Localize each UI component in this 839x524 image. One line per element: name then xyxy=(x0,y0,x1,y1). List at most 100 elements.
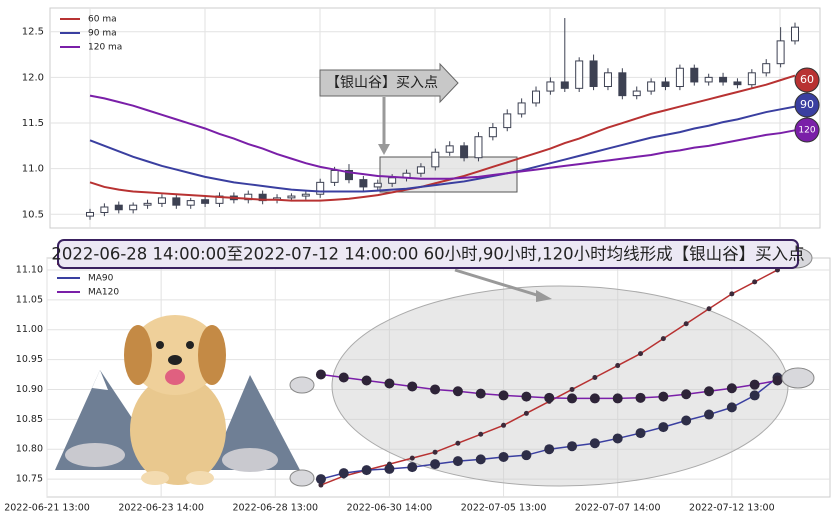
end-badge-label: 60 xyxy=(800,73,814,86)
y-tick-label: 10.90 xyxy=(16,384,43,395)
candle-body xyxy=(86,211,94,217)
banner: 2022-06-28 14:00:00至2022-07-12 14:00:00 … xyxy=(51,245,804,264)
end-badge xyxy=(794,92,820,118)
y-tick-label: 12.0 xyxy=(22,72,44,83)
y-tick-label: 10.75 xyxy=(16,474,43,485)
candle-body xyxy=(603,72,612,88)
x-tick-label: 2022-06-28 13:00 xyxy=(232,503,318,514)
ma-point xyxy=(430,384,441,395)
candle-body xyxy=(618,72,627,97)
ma-point xyxy=(704,386,715,397)
ma-point xyxy=(501,422,507,428)
candle-body xyxy=(719,76,728,83)
candle-body xyxy=(791,26,799,42)
candle-body xyxy=(560,81,569,89)
x-tick-label: 2022-06-30 14:00 xyxy=(347,503,433,514)
banner-box xyxy=(57,239,799,269)
ma-point xyxy=(658,391,669,402)
ma-point xyxy=(681,389,692,400)
ma-point xyxy=(729,291,735,297)
ma-point xyxy=(749,390,760,401)
y-tick-label: 11.5 xyxy=(22,118,44,129)
ma-point xyxy=(638,351,644,357)
highlight-ellipse xyxy=(331,285,789,487)
ma-point xyxy=(498,451,509,462)
ma-point xyxy=(523,410,529,416)
ma-point xyxy=(430,459,441,470)
ma-line xyxy=(89,105,796,193)
ma-point xyxy=(660,336,666,342)
candle-body xyxy=(747,72,756,86)
ma-point xyxy=(612,433,623,444)
ma-point xyxy=(635,392,646,403)
legend-label: 90 ma xyxy=(88,29,117,39)
ma-line xyxy=(89,74,796,202)
candle-body xyxy=(316,181,325,195)
ma-point xyxy=(567,393,578,404)
ma-point xyxy=(772,375,783,386)
y-tick-label: 11.05 xyxy=(16,294,43,305)
ma-point xyxy=(361,375,372,386)
ma-point xyxy=(407,381,418,392)
ma-point xyxy=(338,372,349,383)
ma-point xyxy=(612,393,623,404)
ma-point xyxy=(589,438,600,449)
ma-point xyxy=(706,306,712,312)
candle-body xyxy=(431,151,440,168)
y-tick-label: 11.00 xyxy=(16,324,43,335)
candle-body xyxy=(186,200,195,206)
y-tick-label: 10.5 xyxy=(22,209,44,220)
ma-point xyxy=(752,279,758,285)
ma-point xyxy=(478,431,484,437)
ma-point xyxy=(432,449,438,455)
candle-body xyxy=(143,202,152,206)
ma-point xyxy=(407,462,418,473)
candle-body xyxy=(675,67,684,88)
candle-body xyxy=(503,113,512,129)
ma-point xyxy=(338,468,349,479)
ma-point xyxy=(521,450,532,461)
candle-body xyxy=(157,197,166,204)
candle-body xyxy=(589,60,598,88)
ma-line xyxy=(89,94,796,180)
y-tick-label: 11.0 xyxy=(22,164,44,175)
ma-point xyxy=(475,388,486,399)
ma-point xyxy=(384,378,395,389)
annotation: 【银山谷】买入点 xyxy=(326,75,438,91)
x-tick-label: 2022-07-12 13:00 xyxy=(689,503,775,514)
candle-body xyxy=(416,166,425,174)
ma-point xyxy=(498,390,509,401)
candle-body xyxy=(474,136,483,159)
candle-body xyxy=(704,76,713,83)
ma-point xyxy=(452,386,463,397)
candle-body xyxy=(532,90,541,104)
candle-body xyxy=(201,199,210,204)
x-tick-label: 2022-06-21 13:00 xyxy=(4,503,90,514)
y-tick-label: 10.95 xyxy=(16,354,43,365)
ma-point xyxy=(589,393,600,404)
y-tick-label: 10.85 xyxy=(16,414,43,425)
end-badge-label: 120 xyxy=(798,126,815,136)
y-tick-label: 12.5 xyxy=(22,27,44,38)
ma-point xyxy=(544,392,555,403)
ma-point xyxy=(592,375,598,380)
end-badge xyxy=(794,67,820,93)
candle-body xyxy=(373,182,382,188)
legend-label: MA90 xyxy=(88,274,114,284)
ma-point xyxy=(569,386,575,392)
candle-body xyxy=(287,195,296,199)
candle-body xyxy=(445,145,454,153)
ma-point xyxy=(681,415,692,426)
banner-arrowhead xyxy=(536,290,552,302)
x-tick-label: 2022-07-07 14:00 xyxy=(575,503,661,514)
ma-point xyxy=(521,391,532,402)
candle-body xyxy=(344,169,353,181)
annotation-arrow xyxy=(319,62,459,155)
ma-point xyxy=(683,321,689,327)
candle-body xyxy=(460,145,469,159)
ma-point xyxy=(361,465,372,476)
candle-body xyxy=(388,177,397,184)
candle-body xyxy=(762,63,771,74)
